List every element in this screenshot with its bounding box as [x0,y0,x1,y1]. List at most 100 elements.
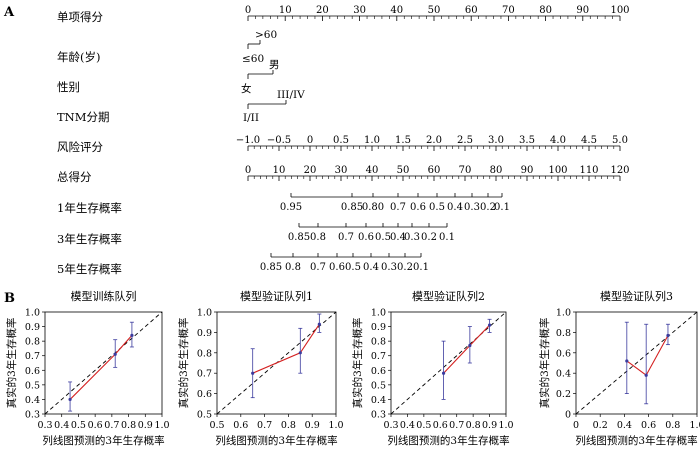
x-tick-label: 0.2 [593,420,608,431]
y-tick-label: 0.9 [197,328,212,339]
risk-score-tick-label: 3.5 [519,135,535,146]
x-tick-label: 0.6 [88,420,103,431]
risk-score-tick-label: 1.5 [395,135,411,146]
risk-score-tick-label: 0.5 [333,135,349,146]
nomogram-row-label: 总得分 [57,170,92,184]
points-scale-tick-label: 60 [465,5,478,16]
calibration-point [625,359,629,363]
risk-score-tick-label: 4.5 [581,135,597,146]
points-scale-tick-label: 80 [539,5,552,16]
surv-3yr-tick-label: 0.4 [390,232,406,243]
points-scale-tick-label: 50 [428,5,441,16]
calibration-point [468,343,472,348]
total-points-tick-label: 120 [610,165,629,176]
x-tick-label: 0.5 [416,420,431,431]
risk-score-tick-label: 2.5 [457,135,473,146]
total-points-tick-label: 30 [335,165,348,176]
y-tick-label: 1.0 [197,308,212,319]
calibration-point [251,371,255,375]
x-tick-label: 0.3 [383,420,398,431]
observed-calibration-line [69,334,133,400]
total-points-tick-label: 0 [245,165,251,176]
y-tick-label: 1.0 [25,308,40,319]
surv-5yr-tick-label: 0.4 [363,262,379,273]
surv-3yr-tick-label: 0.7 [338,232,354,243]
total-points-tick-label: 100 [548,165,567,176]
calibration-point [487,323,492,327]
total-points-tick-label: 50 [397,165,410,176]
calibration-point [130,333,134,337]
calibration-point [441,371,446,375]
total-points-tick-label: 10 [273,165,286,176]
tnm-level-label: III/IV [277,89,305,101]
x-axis-label: 列线图预测的3年生存概率 [387,434,509,447]
y-tick-label: 0.8 [197,348,212,359]
age-level-label: >60 [255,29,277,41]
plot-frame [44,311,163,415]
surv-3yr-tick-label: 0.3 [404,232,420,243]
x-tick-label: 1.0 [689,420,700,431]
surv-1yr-tick-label: 0.5 [429,202,445,213]
risk-score-tick-label: 5.0 [612,135,628,146]
ideal-reference-line [44,311,163,415]
surv-5yr-tick-label: 0.3 [381,262,397,273]
x-tick-label: 1.0 [154,420,169,431]
calibration-point [666,333,670,338]
surv-1yr-tick-label: 0.7 [390,202,406,213]
calibration-title: 模型验证队列1 [240,289,313,303]
risk-score-tick-label: 0 [307,135,313,146]
calibration-title: 模型训练队列 [71,289,137,303]
x-tick-label: 0.7 [104,420,119,431]
total-points-tick-label: 70 [459,165,472,176]
x-tick-label: 0.7 [257,420,272,431]
surv-5yr-tick-label: 0.8 [285,262,301,273]
y-tick-label: 0.3 [25,410,40,421]
nomogram-row-label: 风险评分 [57,140,103,154]
panel-b-label: B [4,291,15,306]
surv-3yr-tick-label: 0.85 [288,232,310,243]
y-axis-label: 真实的3年生存概率 [177,318,190,409]
tnm-level-label: I/II [243,112,259,124]
surv-3yr-tick-label: 0.8 [310,232,326,243]
surv-1yr-tick-label: 0.3 [464,202,480,213]
risk-score-tick-label: −0.5 [267,135,291,146]
y-tick-label: 0.8 [25,337,40,348]
y-tick-label: 0.4 [25,395,40,406]
y-tick-label: 0.7 [25,351,40,362]
surv-3yr-tick-label: 0.1 [439,232,455,243]
surv-3yr-tick-label: 0.2 [421,232,437,243]
nomogram-row-label: 5年生存概率 [57,262,122,276]
risk-score-tick-label: −1.0 [236,135,260,146]
x-tick-label: 1.0 [498,420,513,431]
points-scale-tick-label: 70 [502,5,515,16]
nomogram-row-label: 3年生存概率 [57,232,122,246]
y-tick-label: 0.8 [556,328,571,339]
total-points-tick-label: 90 [521,165,534,176]
y-tick-label: 1.0 [371,308,386,319]
sex-level-label: 女 [241,82,252,95]
surv-1yr-tick-label: 0.85 [341,202,363,213]
y-tick-label: 0.5 [25,380,40,391]
calibration-point [317,322,321,326]
x-tick-label: 0.5 [71,420,86,431]
y-tick-label: 0.3 [371,410,386,421]
x-axis-label: 列线图预测的3年生存概率 [42,434,164,447]
total-points-tick-label: 20 [304,165,317,176]
total-points-tick-label: 40 [366,165,379,176]
points-scale-tick-label: 10 [279,5,292,16]
surv-5yr-tick-label: 0.7 [310,262,326,273]
risk-score-tick-label: 1.0 [364,135,380,146]
surv-1yr-tick-label: 0.4 [447,202,463,213]
x-tick-label: 0.8 [281,420,296,431]
sex-level-label: 男 [269,59,280,71]
nomogram-row-label: TNM分期 [57,110,110,124]
points-scale-tick-label: 20 [316,5,329,16]
x-tick-label: 0.3 [37,420,52,431]
nomogram-row-label: 1年生存概率 [57,201,122,215]
x-tick-label: 0.6 [433,420,448,431]
y-tick-label: 0.6 [556,348,571,359]
